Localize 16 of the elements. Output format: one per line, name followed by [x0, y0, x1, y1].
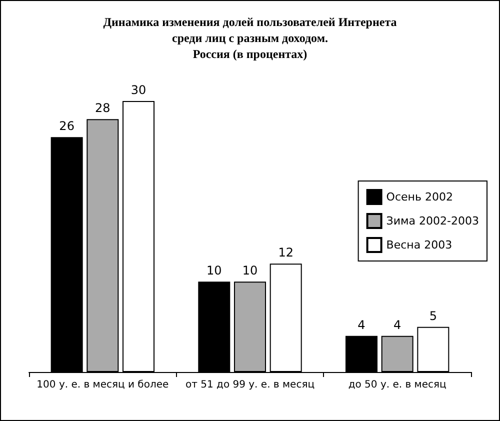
x-tick-label: до 50 у. е. в месяц	[348, 380, 447, 390]
legend-label: Зима 2002-2003	[386, 214, 480, 228]
data-label: 10	[242, 264, 258, 278]
data-label: 26	[59, 119, 74, 134]
data-label: 10	[206, 264, 222, 278]
data-label: 30	[130, 83, 146, 97]
data-label: 4	[358, 318, 366, 332]
legend-label: Весна 2003	[386, 238, 452, 252]
x-tick-label: 100 у. е. в месяц и более	[36, 380, 169, 390]
chart-title: Динамика изменения долей пользователей Интернета среди лиц с разным доходом. Россия (в процентах)	[103, 15, 397, 61]
data-label: 5	[429, 308, 437, 323]
data-label: 4	[394, 318, 402, 332]
data-label: 28	[95, 101, 110, 116]
x-tick-label: от 51 до 99 у. е. в месяц	[185, 380, 315, 390]
data-label: 12	[278, 246, 294, 260]
legend-label: Осень 2002	[386, 190, 453, 204]
